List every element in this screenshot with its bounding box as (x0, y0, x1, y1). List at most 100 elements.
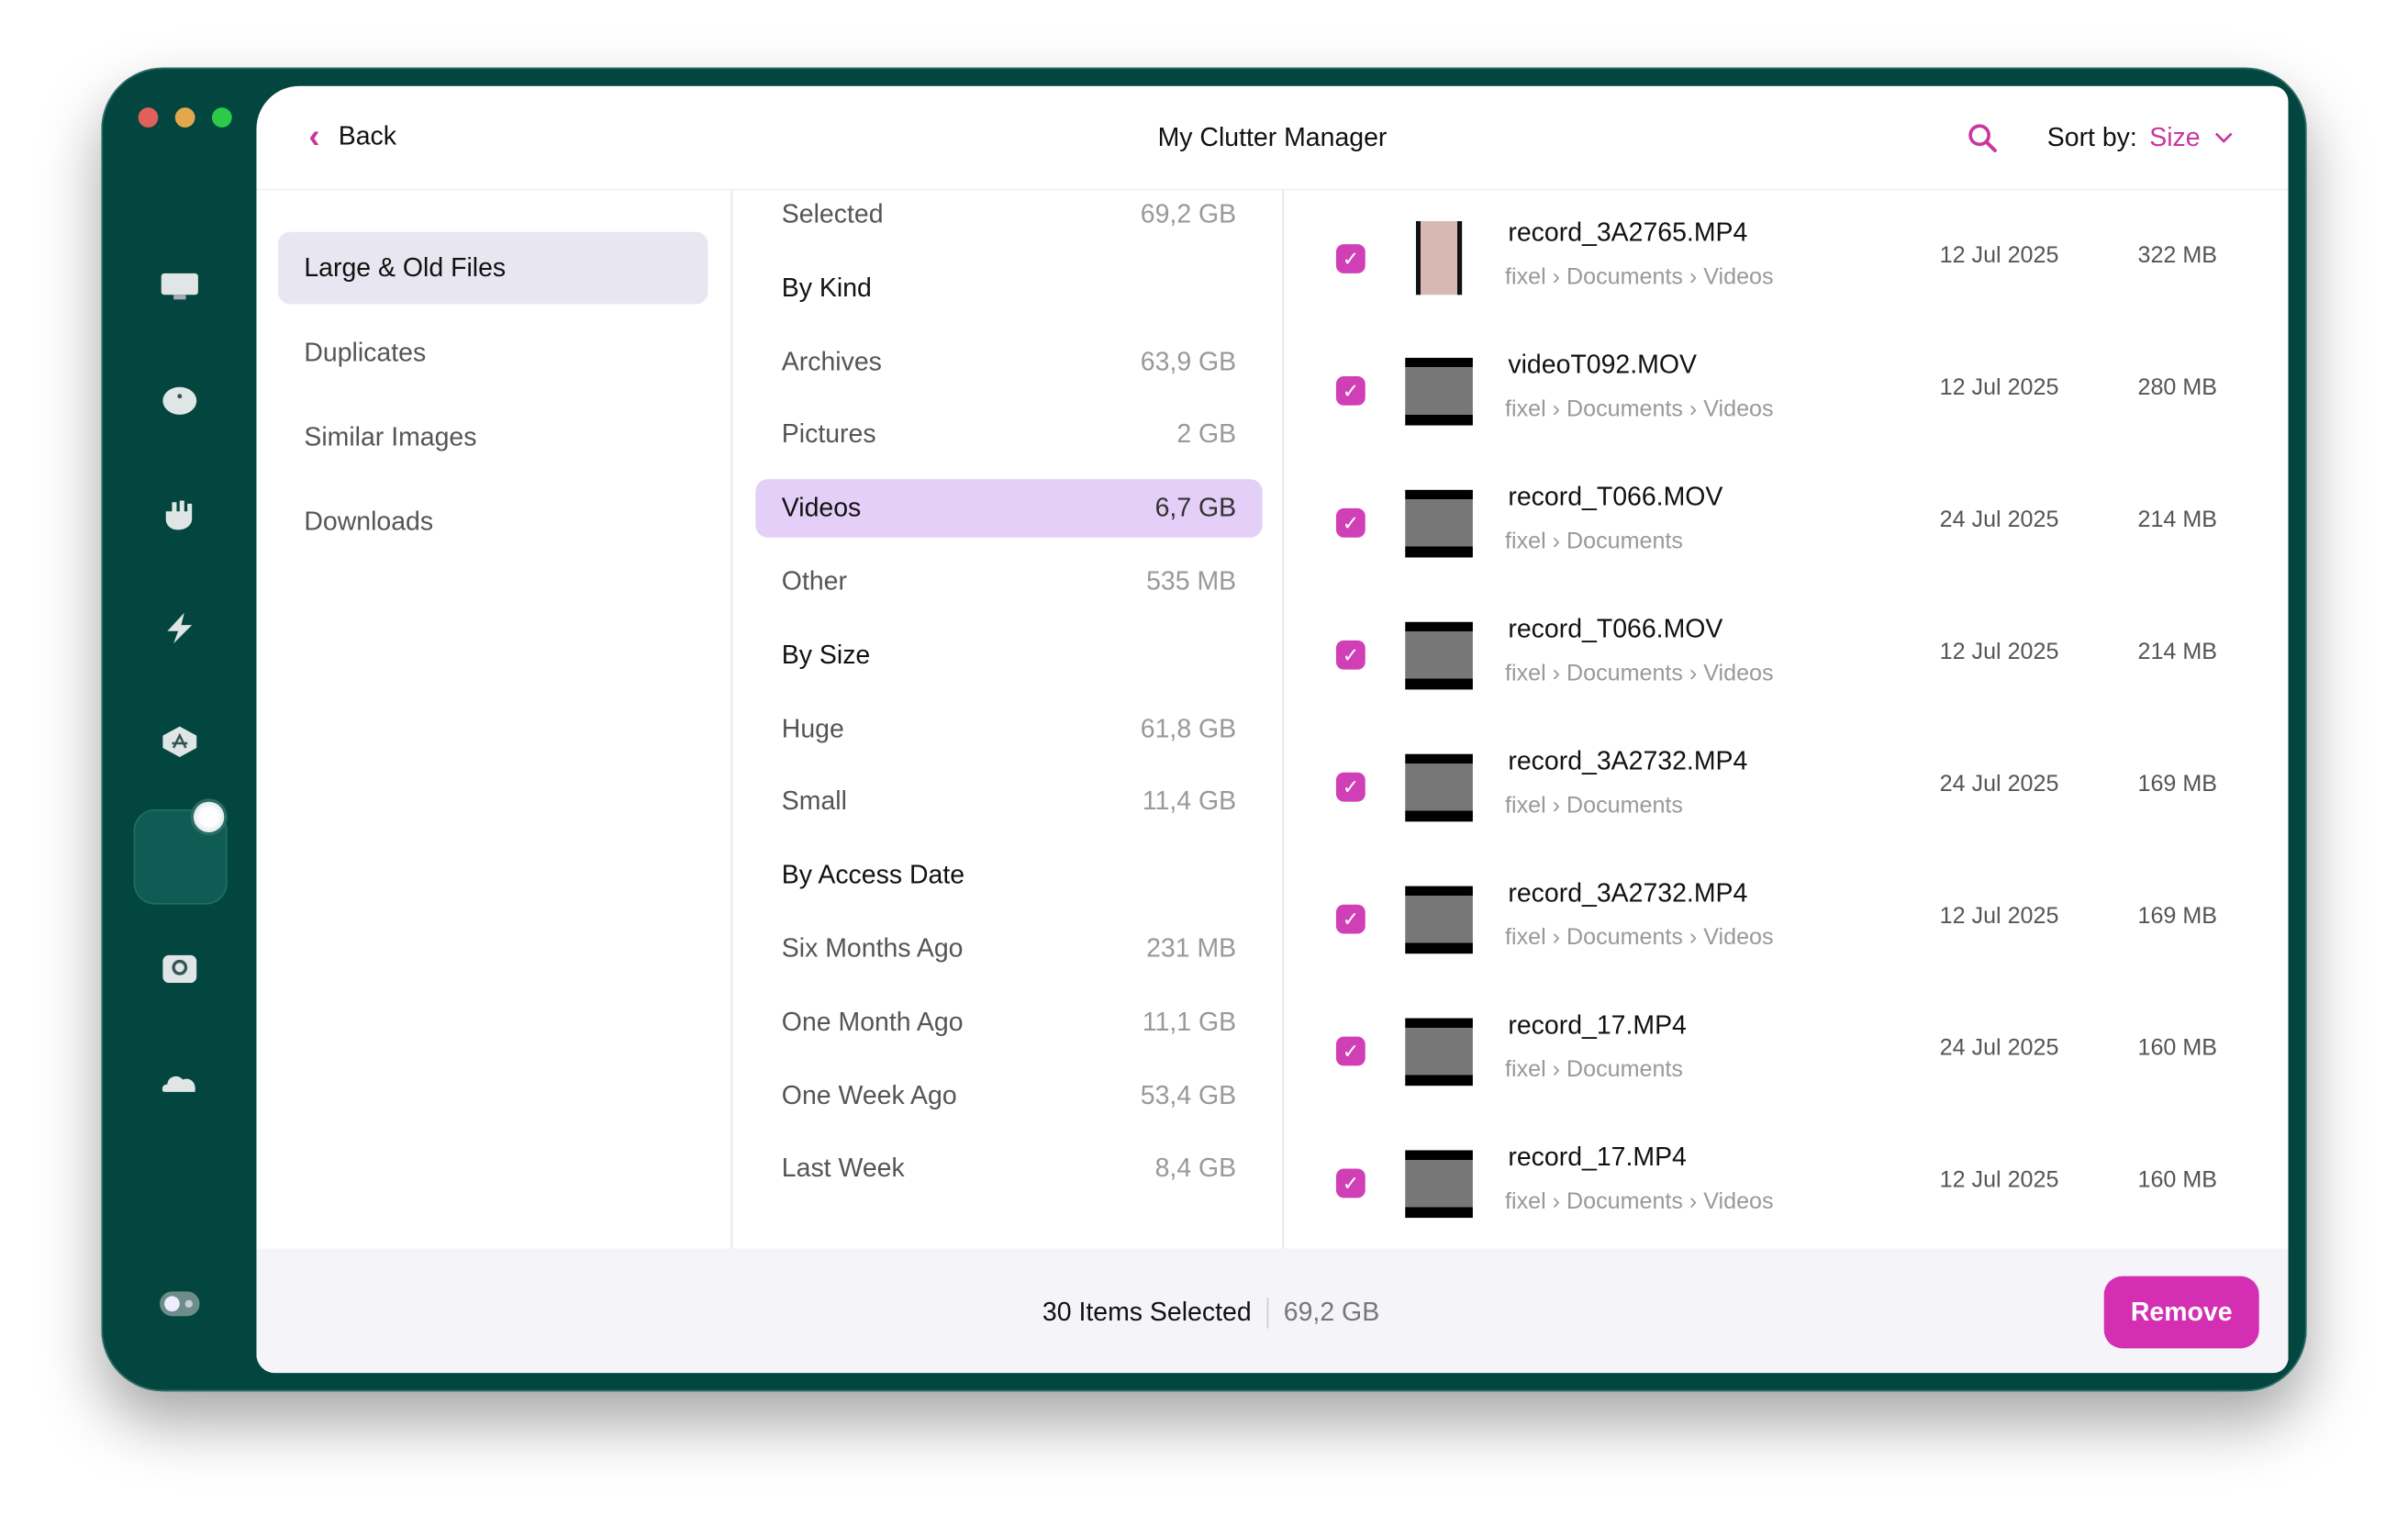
video-thumbnail (1405, 886, 1473, 954)
filter-item[interactable]: One Month Ago 11,1 GB (755, 993, 1262, 1052)
file-checkbox[interactable]: ✓ (1335, 904, 1366, 934)
disk-icon[interactable] (153, 381, 206, 421)
filter-heading: By Size (755, 626, 1262, 685)
category-label: Large & Old Files (304, 252, 507, 283)
file-path: fixel › Documents (1505, 528, 1683, 555)
filter-item[interactable]: Small 11,4 GB (755, 773, 1262, 831)
file-date: 24 Jul 2025 (1939, 771, 2059, 797)
file-path: fixel › Documents › Videos (1505, 396, 1774, 423)
display-icon[interactable] (153, 266, 206, 307)
hand-icon[interactable] (153, 495, 206, 535)
filter-size: 535 MB (1146, 566, 1237, 596)
file-name: record_T066.MOV (1508, 614, 1723, 644)
remove-button[interactable]: Remove (2103, 1276, 2259, 1349)
file-checkbox[interactable]: ✓ (1335, 376, 1366, 406)
chevron-down-icon (2214, 132, 2232, 143)
file-path: fixel › Documents › Videos (1505, 924, 1774, 951)
filter-heading: By Kind (755, 259, 1262, 318)
file-checkbox[interactable]: ✓ (1335, 507, 1366, 538)
file-checkbox[interactable]: ✓ (1335, 772, 1366, 802)
file-row[interactable]: ✓ videoT092.MOV fixel › Documents › Videos… (1284, 322, 2288, 454)
filter-item[interactable]: One Week Ago 53,4 GB (755, 1066, 1262, 1125)
file-size: 214 MB (2137, 639, 2218, 665)
filter-size: 6,7 GB (1154, 493, 1237, 523)
filter-item[interactable]: Huge 61,8 GB (755, 699, 1262, 758)
file-name: record_17.MP4 (1508, 1142, 1687, 1172)
video-thumbnail (1405, 1150, 1473, 1219)
cloud-icon[interactable] (153, 1063, 206, 1103)
close-window-button[interactable] (138, 107, 159, 128)
toggle-icon[interactable] (153, 1284, 206, 1324)
filter-label: Archives (781, 346, 882, 376)
file-row[interactable]: ✓ record_3A2732.MP4 fixel › Documents › Vi… (1284, 851, 2288, 983)
filter-item[interactable]: Last Week 8,4 GB (755, 1140, 1262, 1198)
filter-size: 8,4 GB (1154, 1154, 1237, 1184)
file-path: fixel › Documents › Videos (1505, 660, 1774, 687)
checkmark-icon: ✓ (1342, 246, 1359, 270)
file-path: fixel › Documents › Videos (1505, 1188, 1774, 1215)
sort-dropdown[interactable]: Sort by: Size (2047, 123, 2235, 153)
lightning-icon[interactable] (153, 608, 206, 649)
back-button[interactable]: ‹ Back (308, 117, 396, 156)
category-item[interactable]: Duplicates (278, 317, 708, 389)
filter-item[interactable]: Other 535 MB (755, 552, 1262, 611)
filter-label: Huge (781, 713, 844, 743)
file-checkbox[interactable]: ✓ (1335, 1168, 1366, 1198)
file-checkbox[interactable]: ✓ (1335, 640, 1366, 670)
file-date: 24 Jul 2025 (1939, 1034, 2059, 1062)
file-name: record_3A2765.MP4 (1508, 217, 1748, 248)
file-path: fixel › Documents (1505, 792, 1683, 819)
file-date: 12 Jul 2025 (1939, 1166, 2059, 1194)
filter-item[interactable]: Selected 69,2 GB (755, 185, 1262, 244)
category-item[interactable]: Downloads (278, 485, 708, 558)
filter-size: 61,8 GB (1140, 713, 1237, 743)
file-size: 169 MB (2137, 903, 2218, 930)
category-item[interactable]: Similar Images (278, 401, 708, 474)
video-thumbnail (1405, 753, 1473, 822)
filter-item[interactable]: Six Months Ago 231 MB (755, 920, 1262, 978)
file-size: 169 MB (2137, 771, 2218, 797)
video-thumbnail (1405, 621, 1473, 690)
filter-item[interactable]: Archives 63,9 GB (755, 332, 1262, 391)
file-size: 214 MB (2137, 507, 2218, 533)
file-date: 24 Jul 2025 (1939, 507, 2059, 533)
filter-label: By Kind (781, 273, 872, 303)
back-label: Back (338, 121, 396, 151)
filter-list: Selected 69,2 GB By Kind Archives 63,9 GB Pic… (730, 190, 1285, 1249)
chevron-left-icon: ‹ (308, 117, 320, 156)
filter-label: One Month Ago (781, 1007, 964, 1037)
app-store-icon[interactable] (153, 722, 206, 763)
sort-value: Size (2149, 122, 2201, 152)
filter-label: By Access Date (781, 860, 965, 890)
filter-item[interactable]: Videos 6,7 GB (755, 479, 1263, 539)
zoom-window-button[interactable] (211, 107, 232, 128)
search-icon[interactable] (1968, 123, 1998, 162)
filter-item[interactable]: Pictures 2 GB (755, 406, 1262, 464)
main-panel: ‹ Back My Clutter Manager Sort by: Size … (256, 85, 2289, 1374)
minimize-window-button[interactable] (174, 107, 195, 128)
file-checkbox[interactable]: ✓ (1335, 1036, 1366, 1066)
filter-heading: By Access Date (755, 846, 1262, 905)
file-size: 322 MB (2137, 242, 2218, 269)
file-path: fixel › Documents › Videos (1505, 263, 1774, 291)
search-disk-icon[interactable] (153, 949, 206, 989)
filter-size: 69,2 GB (1140, 199, 1237, 229)
file-name: record_17.MP4 (1508, 1010, 1687, 1040)
filter-label: Other (781, 566, 847, 596)
file-path: fixel › Documents (1505, 1056, 1683, 1083)
filter-label: Last Week (781, 1154, 905, 1184)
sort-label: Sort by: (2046, 122, 2137, 152)
file-name: record_3A2732.MP4 (1508, 746, 1748, 776)
filter-label: Pictures (781, 419, 876, 450)
file-checkbox[interactable]: ✓ (1335, 244, 1366, 273)
category-item[interactable]: Large & Old Files (277, 231, 708, 305)
file-row[interactable]: ✓ record_T066.MOV fixel › Documents 24 Jul … (1284, 454, 2288, 586)
file-size: 160 MB (2137, 1034, 2218, 1062)
filter-label: Small (781, 786, 847, 817)
